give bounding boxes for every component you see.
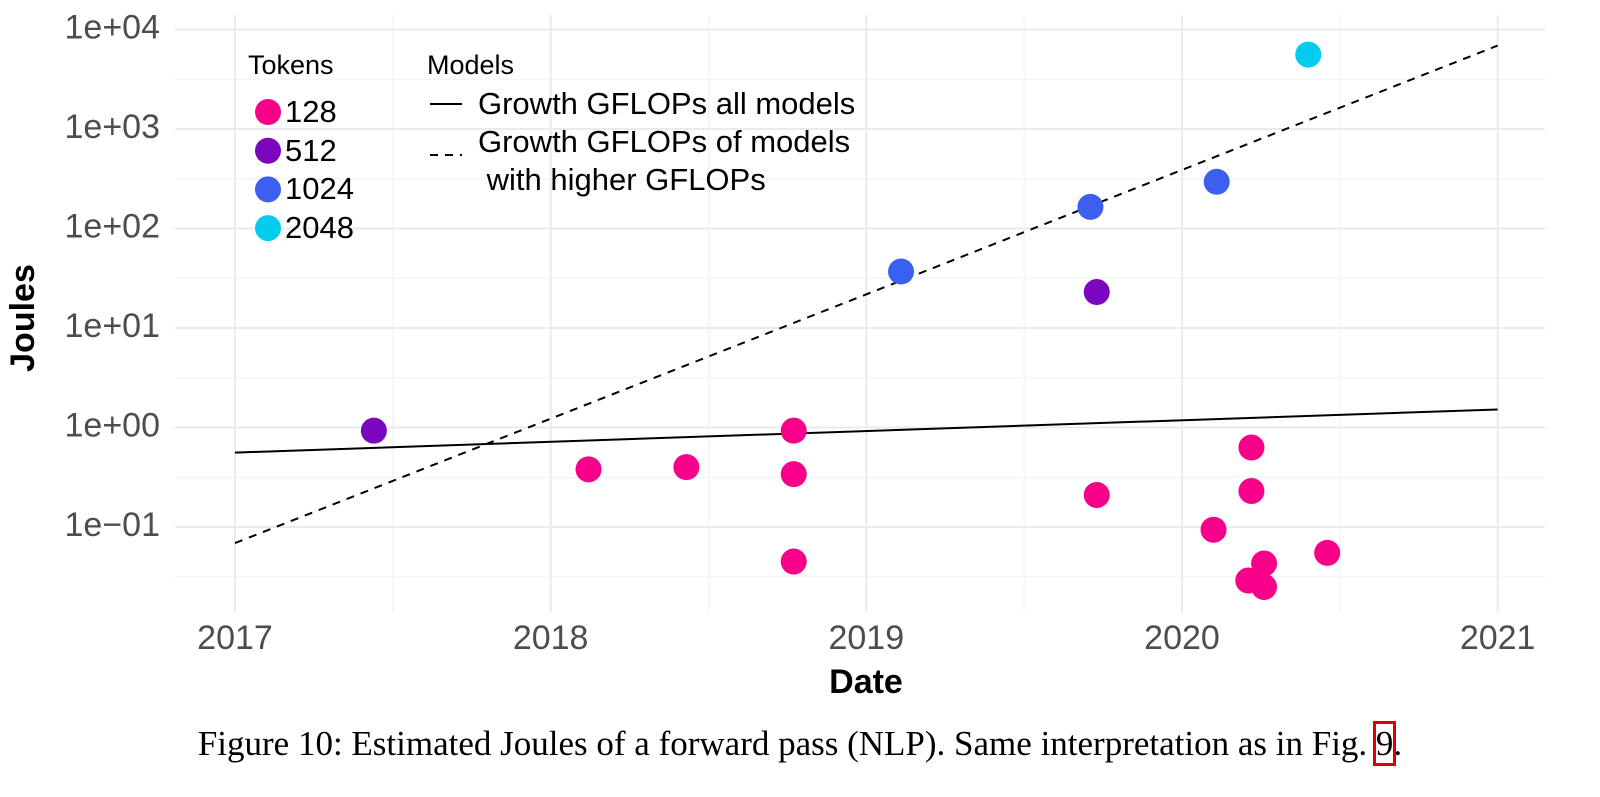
point <box>673 454 700 481</box>
point <box>1203 168 1230 195</box>
legend-title: Tokens <box>248 50 334 80</box>
legend-label: Growth GFLOPs of models with higher GFLO… <box>478 124 851 197</box>
legend-label: 512 <box>285 132 337 168</box>
caption-end: . <box>1393 724 1403 763</box>
figure-reference[interactable]: 9 <box>1373 721 1397 766</box>
legend-label: Growth GFLOPs all models <box>478 86 856 121</box>
x-tick-label: 2018 <box>513 619 589 657</box>
point <box>1083 481 1110 508</box>
y-tick-label: 1e+00 <box>65 407 161 445</box>
point <box>360 417 387 444</box>
y-axis-title: Joules <box>4 264 42 372</box>
point <box>780 417 807 444</box>
y-tick-label: 1e+03 <box>65 108 161 146</box>
legend-label: 128 <box>285 94 337 129</box>
trend-line <box>234 408 1498 454</box>
x-tick-label: 2021 <box>1460 619 1536 657</box>
legend-label: 2048 <box>285 210 354 246</box>
point <box>575 456 602 483</box>
point <box>1314 539 1341 566</box>
y-tick-label: 1e−01 <box>65 506 161 544</box>
chart: Date Joules 1e−01 1e+00 1e+01 1e+02 1e+03 1e+… <box>4 9 1545 701</box>
x-tick-label: 2020 <box>1144 619 1220 657</box>
legend-marker <box>255 99 281 125</box>
caption: Figure 10: Estimated Joules of a forward… <box>0 721 1600 766</box>
x-axis-title: Date <box>829 663 903 701</box>
trend-line <box>234 44 1499 545</box>
point <box>1077 193 1104 220</box>
caption-text: Figure 10: Estimated Joules of a forward… <box>197 724 1376 763</box>
x-tick-label: 2019 <box>828 619 904 657</box>
point <box>1251 550 1278 577</box>
y-tick-label: 1e+02 <box>65 208 161 246</box>
point <box>780 548 807 575</box>
point <box>780 461 807 488</box>
point <box>1238 434 1265 461</box>
legend-label: 1024 <box>285 171 354 207</box>
point <box>1238 478 1265 505</box>
y-tick-label: 1e+01 <box>65 307 161 345</box>
legend-marker <box>255 176 281 203</box>
legend-marker <box>255 137 281 164</box>
point <box>1200 516 1227 543</box>
y-tick-label: 1e+04 <box>65 9 161 47</box>
legend-marker <box>255 215 281 242</box>
point <box>888 258 915 285</box>
point <box>1083 279 1110 306</box>
point <box>1251 573 1278 600</box>
point <box>1295 41 1322 68</box>
legend-title: Models <box>427 50 515 80</box>
x-tick-label: 2017 <box>197 619 273 657</box>
